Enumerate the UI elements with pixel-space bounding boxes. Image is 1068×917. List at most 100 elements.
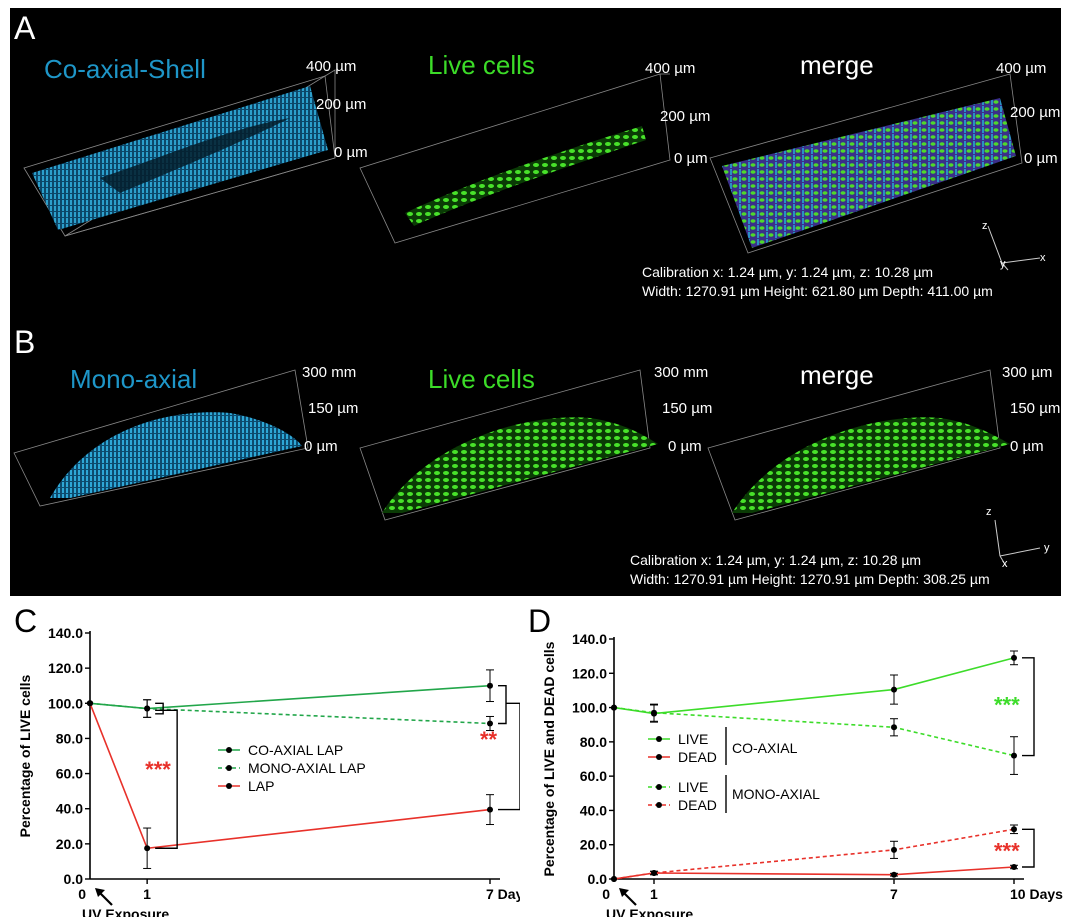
label-merge-a: merge (800, 50, 874, 80)
sig-stars-day7: ** (480, 727, 498, 752)
dimensions-b: Width: 1270.91 µm Height: 1270.91 µm Dep… (630, 571, 990, 587)
axis-gizmo-a (987, 225, 1041, 271)
data-point (487, 806, 493, 813)
box-a3 (709, 73, 1023, 254)
series-line-3 (613, 828, 1015, 880)
axis-letter-a-y: y (1000, 258, 1006, 270)
series-line-2 (613, 706, 1015, 757)
scale-b1-mid: 150 µm (308, 400, 359, 417)
axis-letter-a-z: z (982, 220, 988, 232)
data-point (487, 682, 493, 689)
panel-letter-d: D (528, 603, 552, 639)
legend-group-label: CO-AXIAL (732, 740, 798, 756)
data-point (1011, 826, 1017, 833)
scale-a1-bottom: 0 µm (334, 144, 368, 161)
cells-b2 (382, 417, 658, 513)
data-point (144, 845, 151, 852)
uv-arrow-head (95, 888, 105, 897)
data-point (891, 846, 897, 853)
y-tick-label: 120.0 (572, 665, 607, 681)
legend-label: DEAD (678, 749, 717, 765)
label-live-cells-b: Live cells (428, 364, 535, 394)
axis-letter-a-x: x (1040, 252, 1046, 264)
data-point (1011, 654, 1017, 661)
panel-letter-c: C (14, 603, 38, 639)
legend-marker (656, 754, 662, 760)
y-tick-label: 20.0 (580, 837, 607, 853)
scale-a3-top: 400 µm (996, 60, 1047, 77)
y-tick-label: 20.0 (56, 836, 83, 852)
data-point (87, 700, 93, 707)
y-tick-label: 0.0 (588, 871, 608, 887)
legend-label: MONO-AXIAL LAP (248, 760, 366, 776)
data-point (891, 686, 897, 693)
legend-marker (226, 783, 232, 789)
box-a2 (359, 73, 671, 244)
legend-label: LIVE (678, 731, 708, 747)
box-b1 (13, 369, 309, 507)
y-tick-label: 60.0 (580, 768, 607, 784)
panel-letter-b: B (14, 324, 36, 360)
x-tick-label: 0 (602, 886, 610, 902)
x-tick-label: 7 (890, 886, 898, 902)
y-tick-label: 40.0 (56, 801, 83, 817)
axis-letter-b-z: z (986, 506, 992, 518)
x-tick-label: 7 Days (486, 886, 520, 902)
label-merge-b: merge (800, 360, 874, 390)
uv-arrow-head (619, 888, 629, 897)
legend-marker (226, 747, 232, 753)
axis-letter-b-y: y (1044, 542, 1050, 554)
scale-a2-bottom: 0 µm (674, 150, 708, 167)
scale-b2-top: 300 mm (654, 364, 709, 381)
sig-bracket-day7 (498, 702, 520, 811)
data-point (891, 871, 897, 878)
x-tick-label: 10 Days (1010, 886, 1063, 902)
uv-exposure-label: UV Exposure (606, 906, 693, 917)
y-tick-label: 40.0 (580, 802, 607, 818)
uv-exposure-label: UV Exposure (82, 906, 169, 917)
y-tick-label: 100.0 (572, 700, 607, 716)
y-tick-label: 140.0 (48, 625, 83, 641)
series-line-1 (613, 866, 1015, 880)
scale-b3-top: 300 µm (1002, 364, 1053, 381)
sig-bracket-small (155, 702, 164, 715)
microscopy-panel (10, 8, 1061, 596)
scale-a1-top: 400 µm (306, 58, 357, 75)
sig-bracket-day1 (155, 709, 178, 849)
scale-a1-mid: 200 µm (316, 96, 367, 113)
cells-b3 (732, 417, 1010, 513)
scale-a2-top: 400 µm (645, 60, 696, 77)
y-axis-label: Percentage of LIVE and DEAD cells (541, 641, 557, 876)
data-point (891, 724, 897, 731)
legend-label: LAP (248, 778, 274, 794)
legend-marker (656, 736, 662, 742)
chart-d: 0.0 20.0 40.0 60.0 80.0 100.0 120.0 140.0 0 1 7 10 … (541, 631, 1063, 917)
box-b3 (707, 369, 1001, 521)
y-tick-label: 140.0 (572, 631, 607, 647)
dimensions-a: Width: 1270.91 µm Height: 621.80 µm Dept… (642, 283, 993, 299)
scale-b2-bottom: 0 µm (668, 438, 702, 455)
sig-bracket-live (1022, 657, 1035, 757)
series-line-1 (89, 702, 491, 725)
y-tick-label: 80.0 (580, 734, 607, 750)
cells-a2 (405, 126, 646, 226)
calibration-a: Calibration x: 1.24 µm, y: 1.24 µm, z: 1… (642, 264, 934, 280)
box-b2 (359, 369, 651, 521)
legend-label: DEAD (678, 797, 717, 813)
panel-letter-a: A (14, 10, 36, 46)
scale-a3-bottom: 0 µm (1024, 150, 1058, 167)
legend-group-label: MONO-AXIAL (732, 786, 820, 802)
chart-c: 0.0 20.0 40.0 60.0 80.0 100.0 120.0 140.0 0 1 7 Da… (17, 625, 520, 917)
x-tick-label: 0 (78, 886, 86, 902)
legend-label: LIVE (678, 779, 708, 795)
x-tick-label: 1 (650, 886, 658, 902)
data-point (651, 870, 657, 876)
label-co-axial-shell: Co-axial-Shell (44, 54, 206, 84)
y-axis-label: Percentage of LIVE cells (17, 674, 33, 837)
data-point (611, 704, 617, 711)
scale-a3-mid: 200 µm (1010, 104, 1061, 121)
series-line-0 (613, 657, 1015, 715)
scale-b2-mid: 150 µm (662, 400, 713, 417)
sig-bracket-day7-small (498, 685, 507, 725)
data-point (487, 720, 493, 727)
